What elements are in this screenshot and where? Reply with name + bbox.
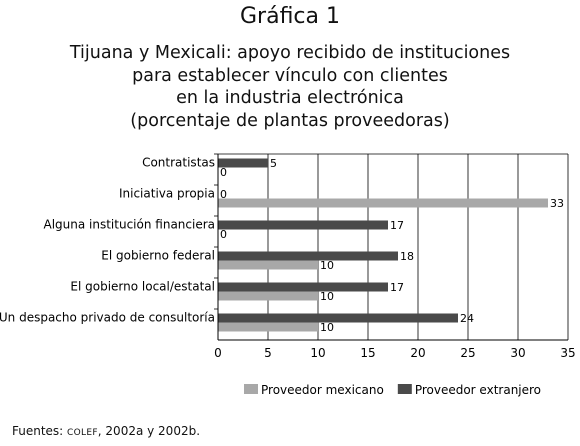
x-tick-label: 35	[560, 346, 575, 360]
source-suffix: , 2002a y 2002b.	[97, 424, 201, 438]
x-tick-label: 30	[510, 346, 525, 360]
chart-title: Tijuana y Mexicali: apoyo recibido de in…	[0, 42, 580, 132]
x-tick-label: 0	[214, 346, 222, 360]
source-org: COLEF	[67, 428, 98, 438]
bar	[218, 251, 398, 261]
data-label: 10	[320, 321, 334, 334]
data-label: 17	[390, 219, 404, 232]
x-tick-label: 25	[460, 346, 475, 360]
legend-swatch	[244, 384, 258, 394]
chart-title-line: (porcentaje de plantas proveedoras)	[130, 110, 450, 131]
bar	[218, 260, 318, 270]
data-label: 5	[270, 157, 277, 170]
legend-label: Proveedor mexicano	[261, 383, 384, 397]
x-tick-label: 5	[264, 346, 272, 360]
bar	[218, 198, 548, 208]
source-note: Fuentes: COLEF, 2002a y 2002b.	[12, 424, 200, 438]
category-label: Contratistas	[142, 156, 215, 170]
data-label: 10	[320, 259, 334, 272]
data-label: 24	[460, 312, 474, 325]
category-label: Un despacho privado de consultoría	[0, 311, 215, 325]
chart-title-line: Tijuana y Mexicali: apoyo recibido de in…	[69, 43, 511, 63]
chart-title-line: en la industria electrónica	[176, 88, 404, 108]
data-label: 0	[220, 166, 227, 179]
data-label: 0	[220, 228, 227, 241]
bar	[218, 158, 268, 168]
legend-label: Proveedor extranjero	[415, 383, 541, 397]
data-label: 17	[390, 281, 404, 294]
figure-label: Gráfica 1	[240, 4, 340, 29]
bar	[218, 220, 388, 230]
category-label: Iniciativa propia	[119, 187, 215, 201]
bar	[218, 322, 318, 332]
bar	[218, 282, 388, 292]
category-label: El gobierno federal	[101, 249, 215, 263]
data-label: 33	[550, 197, 564, 210]
x-tick-label: 10	[310, 346, 325, 360]
category-label: El gobierno local/estatal	[70, 280, 215, 294]
data-label: 18	[400, 250, 414, 263]
x-tick-label: 20	[410, 346, 425, 360]
bar-chart: 0 5 10 15 20 25 30 35 Contratistas 5 0 Iniciativa p…	[0, 153, 576, 397]
data-label: 10	[320, 290, 334, 303]
bar	[218, 291, 318, 301]
bar	[218, 313, 458, 323]
category-label: Alguna institución financiera	[44, 218, 216, 232]
x-tick-label: 15	[360, 346, 375, 360]
legend-swatch	[397, 384, 412, 394]
data-label: 0	[220, 188, 227, 201]
source-prefix: Fuentes:	[12, 424, 68, 438]
chart-title-line: para establecer vínculo con clientes	[132, 65, 448, 86]
